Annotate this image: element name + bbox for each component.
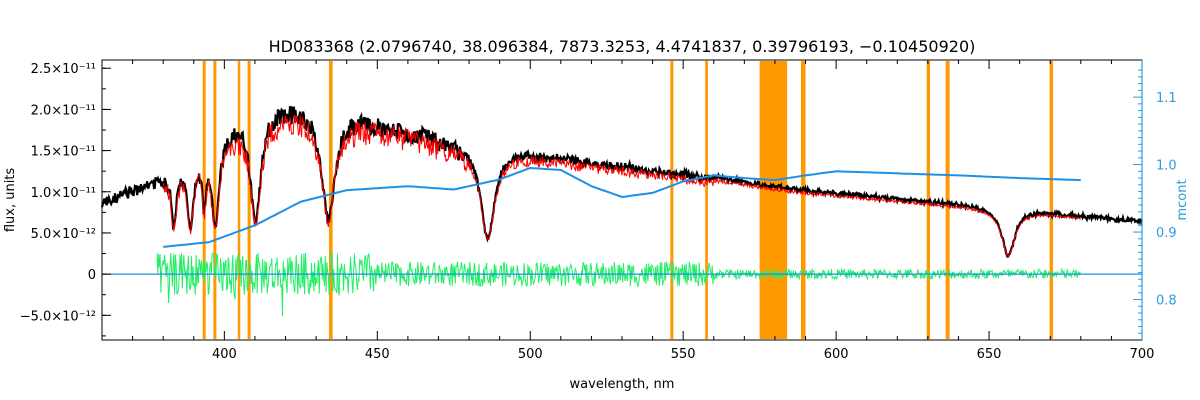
series-model xyxy=(162,114,1082,258)
y-tick-label: 5.0×10⁻¹² xyxy=(31,227,96,242)
x-tick-label: 400 xyxy=(212,347,237,362)
spectrum-series xyxy=(100,105,1144,317)
masked-band-8 xyxy=(759,61,788,339)
x-tick-label: 450 xyxy=(365,347,390,362)
y-axis-right: 0.8 0.9 1.0 1.1 xyxy=(1133,60,1177,340)
masked-band-5 xyxy=(328,61,333,339)
series-observed xyxy=(100,105,1144,258)
masked-band-9 xyxy=(800,61,806,339)
series-residual xyxy=(156,251,1081,317)
y-right-tick-label: 1.0 xyxy=(1156,159,1177,174)
x-tick-label: 650 xyxy=(977,347,1002,362)
y-tick-label: 1.0×10⁻¹¹ xyxy=(31,186,96,201)
y-tick-label: 1.5×10⁻¹¹ xyxy=(31,145,96,160)
y-right-tick-label: 0.8 xyxy=(1156,294,1177,309)
series-continuum xyxy=(163,166,1081,248)
masked-band-3 xyxy=(237,61,241,339)
x-tick-label: 550 xyxy=(671,347,696,362)
y-axis-label: flux, units xyxy=(3,168,18,233)
x-axis: 400 450 500 550 600 650 700 xyxy=(101,60,1155,362)
y-tick-label: −5.0×10⁻¹² xyxy=(20,309,96,324)
y-axis-right-label: mcont xyxy=(1175,179,1190,220)
chart-title: HD083368 (2.0796740, 38.096384, 7873.325… xyxy=(269,37,976,56)
y-tick-label: 2.0×10⁻¹¹ xyxy=(31,103,96,118)
x-tick-label: 600 xyxy=(824,347,849,362)
y-axis-left: −5.0×10⁻¹² 0 5.0×10⁻¹² 1.0×10⁻¹¹ 1.5×10⁻¹¹ 2.… xyxy=(20,62,111,337)
masked-band-1 xyxy=(202,61,206,339)
y-right-tick-label: 0.9 xyxy=(1156,226,1177,241)
masked-band-7 xyxy=(705,61,708,339)
y-tick-label: 2.5×10⁻¹¹ xyxy=(31,62,96,77)
x-axis-label: wavelength, nm xyxy=(570,377,675,392)
masked-band-2 xyxy=(213,61,217,339)
y-tick-label: 0 xyxy=(88,268,96,283)
x-tick-label: 500 xyxy=(518,347,543,362)
masked-band-12 xyxy=(1049,61,1053,339)
masked-band-6 xyxy=(670,61,674,339)
x-tick-label: 700 xyxy=(1130,347,1155,362)
masked-band-4 xyxy=(247,61,251,339)
y-right-tick-label: 1.1 xyxy=(1156,91,1177,106)
